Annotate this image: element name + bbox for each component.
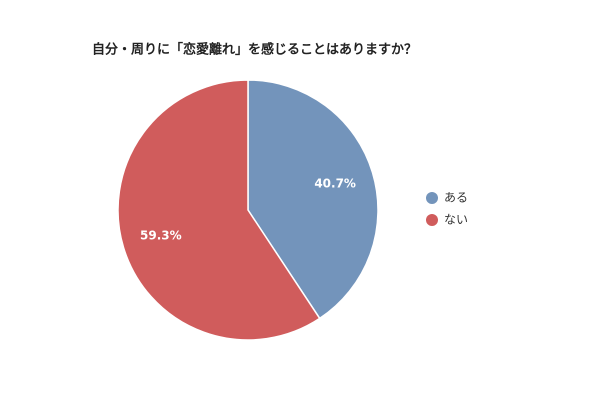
legend-label: ない <box>444 213 468 227</box>
value-label: 40.7% <box>314 176 356 190</box>
legend-marker <box>426 192 438 204</box>
value-label: 59.3% <box>140 229 182 243</box>
pie-slice <box>117 79 321 341</box>
legend-marker <box>426 214 438 226</box>
legend-label: ある <box>444 191 468 205</box>
chart-title: 自分・周りに「恋愛離れ」を感じることはありますか？ <box>92 42 417 58</box>
